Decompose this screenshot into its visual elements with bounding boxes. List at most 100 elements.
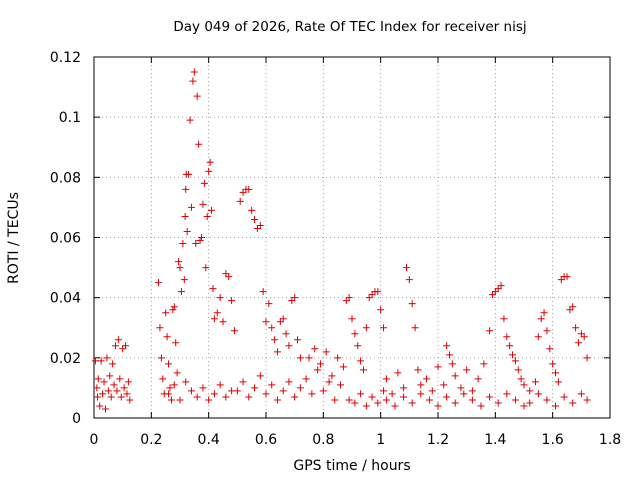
data-point-marker [354,342,362,350]
data-point-marker [159,375,167,383]
data-point-marker [526,387,534,395]
data-point-marker [311,345,319,353]
x-tick-label: 0.6 [255,432,277,448]
data-point-marker [357,390,365,398]
data-point-marker [552,369,560,377]
data-point-marker [534,333,542,341]
data-point-marker [126,396,134,404]
data-point-marker [540,309,548,317]
data-point-marker [583,354,591,362]
data-point-marker [109,360,117,368]
data-point-marker [106,372,114,380]
data-point-marker [245,393,253,401]
data-point-marker [187,387,195,395]
data-point-marker [271,336,279,344]
data-point-marker [474,375,482,383]
x-axis-label: GPS time / hours [293,458,410,474]
x-tick-label: 0.4 [198,432,220,448]
data-point-marker [182,378,190,386]
data-point-marker [122,342,130,350]
data-point-marker [228,297,236,305]
data-point-marker [486,327,494,335]
data-point-marker [172,339,180,347]
data-point-marker [417,381,425,389]
data-point-marker [268,381,276,389]
data-point-marker [534,390,542,398]
data-point-marker [486,393,494,401]
y-tick-label: 0 [72,411,81,427]
data-point-marker [206,158,214,166]
data-point-marker [291,393,299,401]
data-point-marker [362,324,370,332]
data-point-marker [345,294,353,302]
data-point-marker [279,315,287,323]
data-point-marker [577,330,585,338]
data-point-marker [163,333,171,341]
data-point-marker [388,390,396,398]
data-point-marker [116,375,124,383]
data-point-marker [543,396,551,404]
data-point-marker [187,203,195,211]
data-point-marker [117,393,125,401]
data-point-marker [169,306,177,314]
chart-title: Day 049 of 2026, Rate Of TEC Index for r… [173,19,526,35]
data-point-marker [202,264,210,272]
data-point-marker [468,387,476,395]
data-point-marker [175,258,183,266]
data-point-marker [497,282,505,290]
data-point-marker [213,309,221,317]
data-point-marker [443,342,451,350]
data-point-marker [319,387,327,395]
data-point-marker [368,393,376,401]
data-point-marker [400,393,408,401]
data-point-marker [443,393,451,401]
data-point-marker [179,240,187,248]
data-point-marker [156,324,164,332]
data-point-marker [209,285,217,293]
data-points [91,68,591,413]
data-point-marker [193,393,201,401]
data-point-marker [552,402,560,410]
data-point-marker [382,375,390,383]
data-point-marker [291,294,299,302]
data-point-marker [400,384,408,392]
data-point-marker [405,276,413,284]
data-point-marker [259,288,267,296]
data-point-marker [216,294,224,302]
data-point-marker [120,384,128,392]
data-point-marker [100,378,108,386]
data-point-marker [359,366,367,374]
data-point-marker [423,375,431,383]
data-point-marker [296,354,304,362]
data-point-marker [97,357,105,365]
data-point-marker [225,273,233,281]
data-point-marker [511,396,519,404]
data-point-marker [236,197,244,205]
data-point-marker [222,393,230,401]
data-point-marker [192,240,200,248]
data-point-marker [583,396,591,404]
data-point-marker [477,402,485,410]
y-tick-label: 0.08 [50,170,81,186]
data-point-marker [574,339,582,347]
data-point-marker [170,303,178,311]
data-point-marker [273,348,281,356]
data-point-marker [114,336,122,344]
data-point-marker [157,354,165,362]
data-point-marker [434,363,442,371]
y-tick-label: 0.02 [50,351,81,367]
data-point-marker [256,221,264,229]
data-point-marker [463,366,471,374]
data-point-marker [368,291,376,299]
data-point-marker [162,309,170,317]
data-point-marker [176,396,184,404]
data-point-marker [428,387,436,395]
data-point-marker [170,381,178,389]
data-point-marker [96,402,104,410]
data-point-marker [503,390,511,398]
data-point-marker [357,357,365,365]
data-point-marker [506,342,514,350]
data-point-marker [322,348,330,356]
data-point-marker [494,285,502,293]
x-tick-label: 1.6 [542,432,564,448]
